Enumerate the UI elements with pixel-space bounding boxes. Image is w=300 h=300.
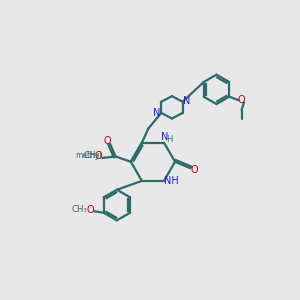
Text: O: O [238,95,245,105]
Text: NH: NH [164,176,179,186]
Text: N: N [183,96,191,106]
Text: O: O [103,136,111,146]
Text: H: H [166,135,172,144]
Text: O: O [87,205,94,215]
Text: O: O [95,151,103,161]
Text: CH₃: CH₃ [83,151,99,160]
Text: methyl: methyl [76,151,102,160]
Text: O: O [190,165,198,175]
Text: N: N [161,132,168,142]
Text: CH₃: CH₃ [71,205,88,214]
Text: N: N [153,108,160,118]
